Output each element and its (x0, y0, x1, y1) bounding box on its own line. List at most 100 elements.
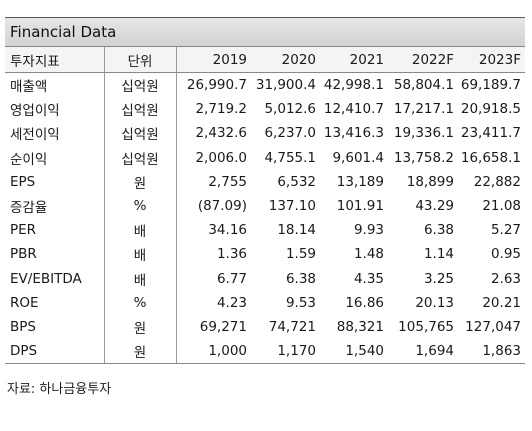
table-row: EPS 원 2,755 6,532 13,189 18,899 22,882 (5, 169, 525, 194)
unit-cell: 배 (103, 242, 176, 267)
value-cell: 43.29 (415, 198, 454, 215)
row-label: 매출액 (10, 79, 48, 96)
value-cell: 6.38 (285, 270, 316, 287)
header-cell-2022f: 2022F (388, 46, 458, 73)
unit-cell: % (103, 193, 176, 219)
value-cell: 20.13 (415, 294, 454, 311)
source-note: 자료: 하나금융투자 (7, 382, 112, 397)
value-cell: 2.63 (490, 270, 521, 287)
row-label: 세전이익 (10, 127, 60, 144)
unit-cell: 원 (103, 314, 176, 340)
value-cell: 9,601.4 (332, 149, 384, 166)
value-cell: 18.14 (277, 222, 316, 239)
value-cell: 9.93 (353, 222, 384, 239)
value-cell: 2,755 (175, 169, 251, 194)
unit-cell: 원 (103, 339, 176, 365)
value-cell: 16.86 (345, 294, 384, 311)
value-cell: 5.27 (490, 222, 521, 239)
value-cell: 4.35 (353, 270, 384, 287)
value-cell: 69,189.7 (460, 77, 521, 94)
value-cell: 58,804.1 (393, 77, 454, 94)
table-row: DPS 원 1,000 1,170 1,540 1,694 1,863 (5, 339, 525, 365)
row-label: 증감율 (10, 200, 48, 217)
value-cell: 42,998.1 (323, 77, 384, 94)
table-row: PER 배 34.16 18.14 9.93 6.38 5.27 (5, 218, 525, 243)
header-cell-unit: 단위 (103, 46, 176, 73)
value-cell: 19,336.1 (393, 125, 454, 142)
table-row: ROE% 4.23 9.53 16.86 20.13 20.21 (5, 290, 525, 315)
value-cell: 2,432.6 (175, 121, 251, 146)
value-cell: 1.36 (175, 242, 251, 267)
value-cell: 18,899 (406, 173, 454, 190)
value-cell: 1,000 (175, 339, 251, 365)
value-cell: 6,237.0 (264, 125, 316, 142)
value-cell: 16,658.1 (460, 149, 521, 166)
header-row: 투자지표 단위 2019 2020 2021 2022F 2023F (5, 46, 525, 73)
value-cell: 0.95 (490, 246, 521, 263)
value-cell: 127,047 (465, 318, 521, 335)
value-cell: 1,170 (251, 339, 320, 365)
value-cell: 26,990.7 (175, 72, 251, 98)
table-row: 세전이익 십억원 2,432.6 6,237.0 13,416.3 19,336.1 23,… (5, 121, 525, 146)
value-cell: 1,863 (458, 339, 525, 365)
value-cell: 105,765 (398, 318, 454, 335)
value-cell: 20,918.5 (460, 101, 521, 118)
value-cell: 13,189 (336, 173, 384, 190)
row-label: 영업이익 (10, 103, 60, 120)
unit-cell: 십억원 (103, 97, 176, 122)
value-cell: 20.21 (482, 294, 521, 311)
value-cell: 137.10 (268, 198, 316, 215)
value-cell: 31,900.4 (255, 77, 316, 94)
value-cell: 6.77 (175, 266, 251, 291)
row-label: PBR (10, 246, 37, 263)
unit-cell: 배 (103, 266, 176, 291)
financial-data-panel: Financial Data 투자지표 단위 2019 2020 2021 20… (5, 17, 525, 365)
value-cell: 1.48 (353, 246, 384, 263)
table-row: 증감율% (87.09) 137.10 101.91 43.29 21.08 (5, 193, 525, 219)
table-row: PBR 배 1.36 1.59 1.48 1.14 0.95 (5, 242, 525, 267)
value-cell: 6,532 (277, 173, 316, 190)
value-cell: 13,416.3 (323, 125, 384, 142)
value-cell: 22,882 (473, 173, 521, 190)
value-cell: 34.16 (175, 218, 251, 243)
value-cell: (87.09) (175, 193, 251, 219)
table-row: EV/EBITDA 배 6.77 6.38 4.35 3.25 2.63 (5, 266, 525, 291)
unit-cell: 원 (103, 169, 176, 194)
value-cell: 3.25 (423, 270, 454, 287)
table-row: 영업이익 십억원 2,719.2 5,012.6 12,410.7 17,217.1 20,… (5, 97, 525, 122)
value-cell: 2,006.0 (175, 145, 251, 170)
row-label: EPS (10, 173, 36, 190)
value-cell: 74,721 (268, 318, 316, 335)
row-label: ROE (10, 294, 39, 311)
value-cell: 4,755.1 (264, 149, 316, 166)
header-cell-2019: 2019 (175, 46, 251, 73)
value-cell: 13,758.2 (393, 149, 454, 166)
value-cell: 17,217.1 (393, 101, 454, 118)
header-cell-2020: 2020 (251, 46, 320, 73)
value-cell: 23,411.7 (460, 125, 521, 142)
value-cell: 12,410.7 (323, 101, 384, 118)
row-label: EV/EBITDA (10, 270, 82, 287)
row-label: DPS (5, 339, 104, 365)
value-cell: 6.38 (423, 222, 454, 239)
unit-cell: 십억원 (103, 72, 176, 98)
header-cell-2023f: 2023F (458, 46, 525, 73)
value-cell: 1.14 (423, 246, 454, 263)
unit-cell: 십억원 (103, 145, 176, 170)
value-cell: 9.53 (285, 294, 316, 311)
unit-cell: % (103, 290, 176, 315)
value-cell: 1,540 (320, 339, 388, 365)
row-label: 순이익 (10, 151, 48, 168)
value-cell: 1,694 (388, 339, 458, 365)
value-cell: 101.91 (336, 198, 384, 215)
header-cell-2021: 2021 (320, 46, 388, 73)
table-row: BPS 원 69,271 74,721 88,321 105,765 127,047 (5, 314, 525, 340)
table-row: 매출액 십억원 26,990.7 31,900.4 42,998.1 58,804.1 69… (5, 72, 525, 98)
value-cell: 69,271 (175, 314, 251, 340)
header-cell-indicator: 투자지표 (5, 46, 104, 73)
value-cell: 2,719.2 (175, 97, 251, 122)
value-cell: 4.23 (175, 290, 251, 315)
row-label: PER (10, 222, 37, 239)
unit-cell: 십억원 (103, 121, 176, 146)
